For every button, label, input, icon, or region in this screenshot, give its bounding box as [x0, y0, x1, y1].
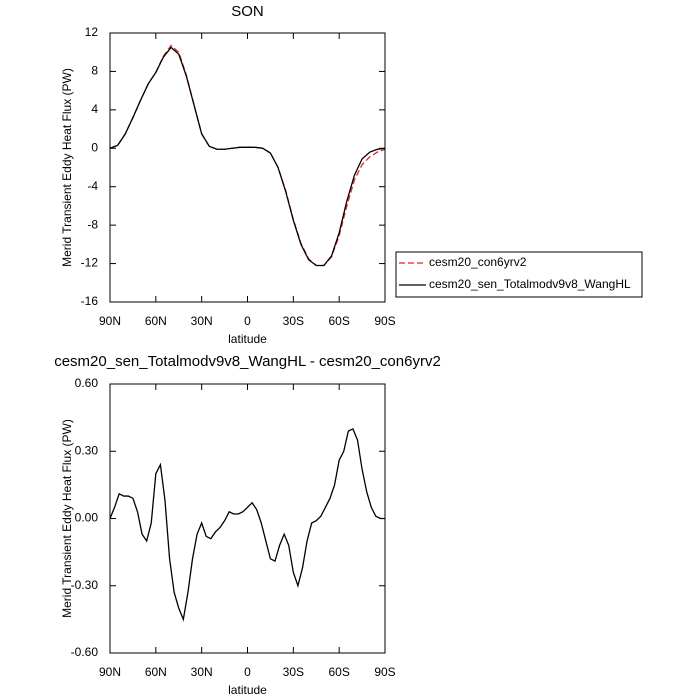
y-tick-label: -4 — [87, 179, 98, 193]
y-tick-label: -0.30 — [71, 578, 99, 592]
x-tick-label: 30N — [191, 665, 213, 679]
data-line — [109, 427, 385, 622]
x-tick-label: 30S — [283, 314, 304, 328]
data-line — [109, 46, 386, 267]
plot-frame — [109, 32, 386, 303]
x-tick-label: 60S — [328, 314, 349, 328]
y-tick-label: 0 — [91, 140, 98, 154]
y-tick-label: 0.00 — [75, 511, 99, 525]
y-axis-label: Merid Transient Eddy Heat Flux (PW) — [60, 419, 74, 618]
x-tick-label: 60S — [328, 665, 349, 679]
y-tick-label: 8 — [91, 64, 98, 78]
y-tick-label: -12 — [81, 256, 99, 270]
x-tick-label: 30S — [283, 665, 304, 679]
chart-title: cesm20_sen_Totalmodv9v8_WangHL - cesm20_… — [54, 353, 441, 370]
x-tick-label: 30N — [191, 314, 213, 328]
x-tick-label: 0 — [244, 314, 251, 328]
x-tick-label: 60N — [145, 665, 167, 679]
y-tick-label: 4 — [91, 102, 98, 116]
x-axis-label: latitude — [228, 332, 267, 346]
legend-box — [395, 251, 643, 298]
x-tick-label: 90N — [99, 665, 121, 679]
x-tick-label: 90N — [99, 314, 121, 328]
x-tick-label: 90S — [374, 665, 395, 679]
y-axis-label: Merid Transient Eddy Heat Flux (PW) — [60, 68, 74, 267]
y-tick-label: 0.30 — [75, 443, 99, 457]
y-tick-label: 0.60 — [75, 376, 99, 390]
y-tick-label: -8 — [87, 217, 98, 231]
x-tick-label: 90S — [374, 314, 395, 328]
legend-label: cesm20_sen_Totalmodv9v8_WangHL — [429, 277, 631, 291]
y-tick-label: -16 — [81, 294, 99, 308]
legend-label: cesm20_con6yrv2 — [429, 255, 527, 269]
y-tick-label: -0.60 — [71, 645, 99, 659]
x-axis-label: latitude — [228, 683, 267, 697]
chart-title: SON — [231, 3, 264, 20]
x-tick-label: 0 — [244, 665, 251, 679]
plot-frame — [109, 383, 386, 654]
y-tick-label: 12 — [85, 25, 99, 39]
x-tick-label: 60N — [145, 314, 167, 328]
